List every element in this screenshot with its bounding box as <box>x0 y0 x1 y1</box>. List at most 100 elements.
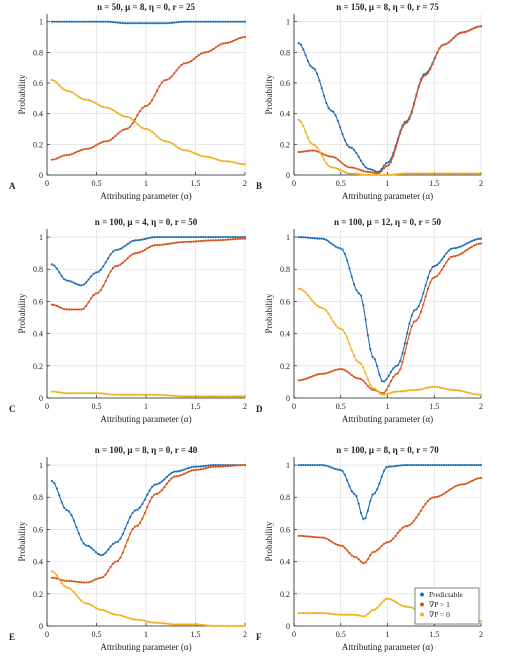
data-point <box>302 48 305 51</box>
data-point <box>67 510 71 513</box>
data-point <box>50 570 54 573</box>
data-point <box>431 463 434 467</box>
data-point <box>80 148 83 152</box>
data-point <box>212 48 215 51</box>
data-point <box>85 20 88 23</box>
data-point <box>197 20 200 23</box>
data-point <box>426 463 430 467</box>
data-point <box>214 395 217 398</box>
x-tick-label: 0.5 <box>92 179 102 188</box>
data-point <box>442 264 446 268</box>
data-point <box>359 294 363 297</box>
data-point <box>389 380 393 383</box>
data-point <box>461 463 464 467</box>
data-point <box>214 20 217 23</box>
data-point <box>175 21 178 24</box>
data-point <box>355 494 358 498</box>
data-point <box>357 168 360 171</box>
data-point <box>373 387 376 390</box>
data-point <box>320 612 323 615</box>
x-tick-label: 2 <box>479 630 483 639</box>
data-point <box>316 146 319 149</box>
data-point <box>158 235 161 239</box>
data-point <box>362 615 365 618</box>
data-point <box>401 172 404 175</box>
x-axis-label: Attributing parameter (α) <box>342 414 433 424</box>
data-point <box>170 21 173 24</box>
y-tick-label: 0 <box>39 394 43 403</box>
data-point <box>477 242 480 245</box>
data-point <box>456 463 460 467</box>
data-point <box>119 113 122 116</box>
data-point <box>202 239 205 242</box>
data-point <box>55 390 58 394</box>
data-point <box>80 538 83 541</box>
data-point <box>346 479 349 482</box>
data-point <box>350 613 353 616</box>
data-point <box>89 146 93 150</box>
data-point <box>352 172 356 175</box>
data-point <box>60 501 63 504</box>
data-point <box>192 58 195 61</box>
series-line <box>298 119 481 176</box>
data-point <box>92 548 95 551</box>
data-point <box>92 605 95 608</box>
data-point <box>438 386 441 389</box>
data-point <box>170 142 173 145</box>
data-point <box>116 21 120 24</box>
y-tick-label: 0.2 <box>280 590 290 599</box>
data-point <box>332 155 335 159</box>
y-axis-label: Probability <box>264 293 274 333</box>
data-point <box>387 392 390 395</box>
data-point <box>378 373 381 376</box>
y-tick-label: 0.8 <box>33 265 43 274</box>
data-point <box>378 604 381 607</box>
data-point <box>124 244 127 247</box>
data-point <box>214 239 217 242</box>
data-point <box>109 253 112 256</box>
data-point <box>362 163 365 166</box>
data-point <box>385 393 388 396</box>
data-point <box>165 22 168 25</box>
data-point <box>382 393 386 396</box>
data-point <box>334 323 337 327</box>
data-point <box>67 279 71 282</box>
data-point <box>459 483 462 486</box>
data-point <box>380 544 383 547</box>
data-point <box>463 250 466 253</box>
data-point <box>332 166 335 169</box>
series-predictable <box>297 235 483 383</box>
data-point <box>396 464 400 467</box>
data-point <box>415 319 418 322</box>
panel-e: 0 0.5 1 1.5 2 0 0.2 0.4 0.6 0.8 1 n = 100, μ = 8, η… <box>9 445 247 652</box>
data-point <box>153 621 156 624</box>
data-point <box>334 368 337 372</box>
data-point <box>380 393 383 396</box>
data-point <box>304 54 307 57</box>
data-point <box>60 578 63 582</box>
data-point <box>212 239 215 242</box>
data-point <box>373 169 376 173</box>
data-point <box>80 284 83 287</box>
data-point <box>67 308 71 311</box>
data-point <box>470 463 473 467</box>
data-point <box>433 385 436 388</box>
data-point <box>55 577 58 580</box>
series-line <box>51 79 246 165</box>
data-point <box>399 603 402 606</box>
data-point <box>369 500 372 503</box>
data-point <box>472 244 476 247</box>
data-point <box>70 308 73 311</box>
data-point <box>385 378 388 381</box>
data-point <box>403 122 406 125</box>
data-point <box>334 542 337 546</box>
data-point <box>424 172 427 175</box>
data-point <box>468 247 471 250</box>
data-point <box>182 149 186 152</box>
data-point <box>373 492 376 495</box>
data-point <box>447 463 450 467</box>
data-point <box>180 623 183 626</box>
data-point <box>452 172 455 175</box>
data-point <box>364 166 367 169</box>
data-point <box>394 534 397 537</box>
